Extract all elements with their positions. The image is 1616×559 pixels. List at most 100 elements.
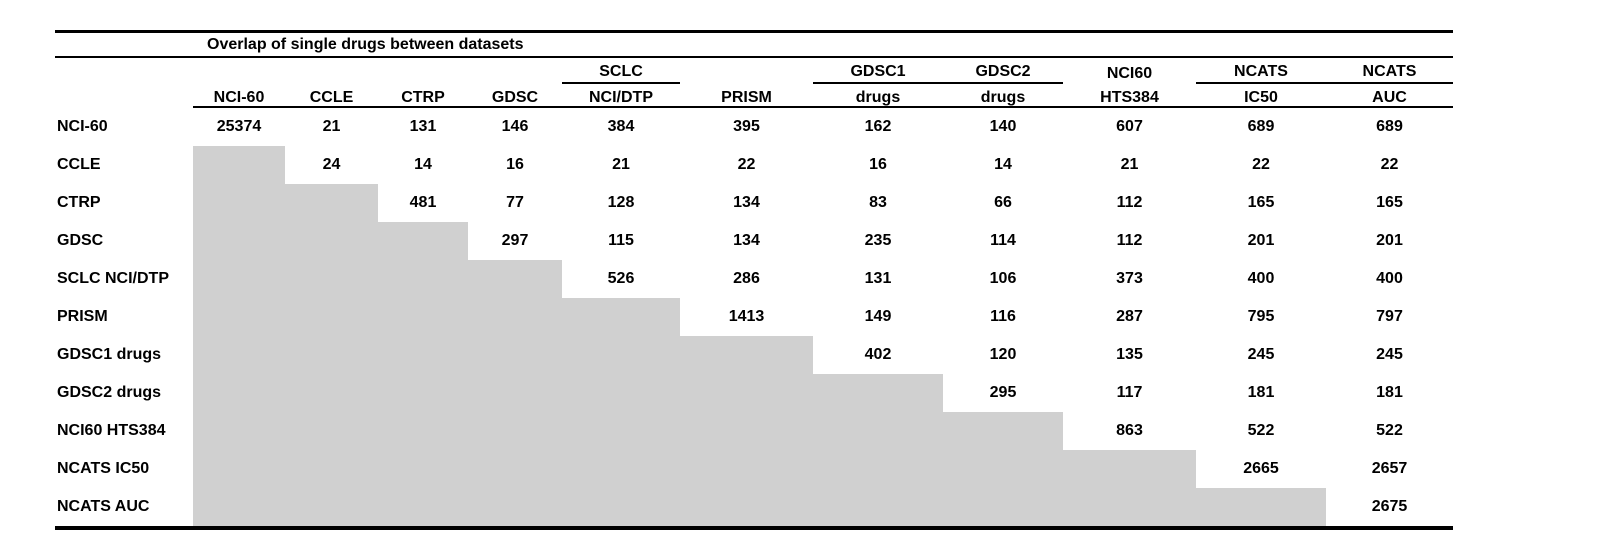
- matrix-cell: 106: [989, 270, 1017, 287]
- masked-cell: [378, 412, 468, 450]
- matrix-cell: 384: [607, 118, 635, 135]
- masked-cell: [193, 222, 285, 260]
- matrix-cell: 134: [733, 194, 760, 211]
- matrix-cell: 22: [1252, 156, 1270, 173]
- header-bottom-cell-drugs: drugs: [980, 89, 1026, 107]
- table-title: Overlap of single drugs between datasets: [207, 35, 524, 53]
- masked-cell: [378, 488, 468, 526]
- masked-cell: [378, 260, 468, 298]
- header-bottom-cell-hts384: HTS384: [1100, 89, 1159, 107]
- masked-cell: [562, 450, 680, 488]
- matrix-cell: 112: [1116, 194, 1143, 211]
- masked-cell: [562, 298, 680, 336]
- masked-cell: [193, 488, 285, 526]
- matrix-cell: 607: [1116, 118, 1143, 135]
- row-label-nci60-hts384: NCI60 HTS384: [55, 412, 193, 450]
- matrix-cell: 522: [1247, 422, 1275, 439]
- matrix-cell: 135: [1116, 346, 1143, 363]
- row-label-gdsc1-drugs: GDSC1 drugs: [55, 336, 193, 374]
- matrix-cell: 22: [1380, 156, 1399, 173]
- matrix-cell: 2675: [1371, 498, 1408, 515]
- masked-cell: [378, 450, 468, 488]
- header-top-cell-ic50: NCATS: [1196, 58, 1326, 84]
- masked-cell: [378, 374, 468, 412]
- masked-cell: [285, 488, 378, 526]
- row-label-ccle: CCLE: [55, 146, 193, 184]
- header-bottom-cell-auc: AUC: [1372, 89, 1407, 107]
- header-top-row: SCLC GDSC1 GDSC2 NCI60 NCATS NCATS: [55, 58, 1453, 84]
- header-top-cell-drugs: GDSC1: [813, 58, 943, 84]
- header-bottom-row: NCI-60 CCLE CTRP GDSC NCI/DTP PRISM drugs drugs…: [55, 84, 1453, 108]
- row-label-sclc-nci-dtp: SCLC NCI/DTP: [55, 260, 193, 298]
- matrix-cell: 863: [1116, 422, 1143, 439]
- matrix-cell: 120: [989, 346, 1017, 363]
- matrix-cell: 112: [1116, 232, 1143, 249]
- matrix-cell: 2665: [1243, 460, 1279, 477]
- header-top-cell-nci-dtp: SCLC: [562, 58, 680, 84]
- masked-cell: [468, 260, 562, 298]
- row-label-ctrp: CTRP: [55, 184, 193, 222]
- row-label-nci-60: NCI-60: [55, 108, 193, 146]
- masked-cell: [193, 184, 285, 222]
- masked-cell: [285, 298, 378, 336]
- matrix-cell: 14: [414, 156, 432, 173]
- masked-cell: [193, 260, 285, 298]
- header-top-cell-gdsc: [468, 58, 562, 84]
- matrix-cell: 116: [990, 308, 1016, 325]
- matrix-cell: 402: [864, 346, 892, 363]
- matrix-cell: 286: [733, 270, 760, 287]
- matrix-cell: 14: [994, 156, 1012, 173]
- matrix-cell: 131: [409, 118, 437, 135]
- matrix-cell: 21: [1120, 156, 1139, 173]
- masked-cell: [468, 488, 562, 526]
- matrix-cell: 21: [322, 118, 341, 135]
- masked-cell: [193, 412, 285, 450]
- masked-cell: [562, 488, 680, 526]
- matrix-cell: 201: [1376, 232, 1403, 249]
- matrix-cell: 181: [1247, 384, 1275, 401]
- matrix-cell: 146: [501, 118, 529, 135]
- header-top-cell-ctrp: [378, 58, 468, 84]
- masked-cell: [1063, 450, 1196, 488]
- row-label-ncats-ic50: NCATS IC50: [55, 450, 193, 488]
- matrix-cell: 373: [1116, 270, 1143, 287]
- matrix-cell: 16: [869, 156, 887, 173]
- header-top-cell-drugs: GDSC2: [943, 58, 1063, 84]
- matrix-cell: 24: [322, 156, 341, 173]
- masked-cell: [193, 336, 285, 374]
- masked-cell: [468, 298, 562, 336]
- masked-cell: [943, 412, 1063, 450]
- matrix-cell: 149: [864, 308, 892, 325]
- masked-cell: [813, 450, 943, 488]
- matrix-cell: 16: [506, 156, 524, 173]
- header-rule: [193, 106, 1453, 108]
- matrix-cell: 117: [1116, 384, 1143, 401]
- matrix-cell: 114: [990, 232, 1016, 249]
- row-label-gdsc2-drugs: GDSC2 drugs: [55, 374, 193, 412]
- overlap-table: Overlap of single drugs between datasets…: [55, 30, 1453, 530]
- header-bottom-spacer: [55, 84, 193, 108]
- masked-cell: [562, 336, 680, 374]
- masked-cell: [193, 450, 285, 488]
- header-top-cell-auc: NCATS: [1326, 58, 1453, 84]
- header-top-cell-hts384: NCI60: [1106, 65, 1153, 83]
- matrix-cell: 83: [869, 194, 887, 211]
- masked-cell: [285, 222, 378, 260]
- matrix-cell: 297: [501, 232, 529, 249]
- table-header: SCLC GDSC1 GDSC2 NCI60 NCATS NCATS NCI-60 CCLE…: [55, 58, 1453, 108]
- masked-cell: [285, 374, 378, 412]
- matrix-cell: 77: [506, 194, 524, 211]
- matrix-cell: 2657: [1371, 460, 1408, 477]
- matrix-cell: 165: [1247, 194, 1275, 211]
- matrix-cell: 235: [864, 232, 892, 249]
- masked-cell: [943, 488, 1063, 526]
- matrix-cell: 131: [864, 270, 892, 287]
- matrix-cell: 66: [994, 194, 1012, 211]
- masked-cell: [193, 298, 285, 336]
- masked-cell: [285, 336, 378, 374]
- matrix-cell: 287: [1116, 308, 1143, 325]
- matrix-cell: 689: [1376, 118, 1403, 135]
- masked-cell: [468, 336, 562, 374]
- masked-cell: [378, 336, 468, 374]
- header-bottom-cell-nci-60: NCI-60: [213, 89, 265, 107]
